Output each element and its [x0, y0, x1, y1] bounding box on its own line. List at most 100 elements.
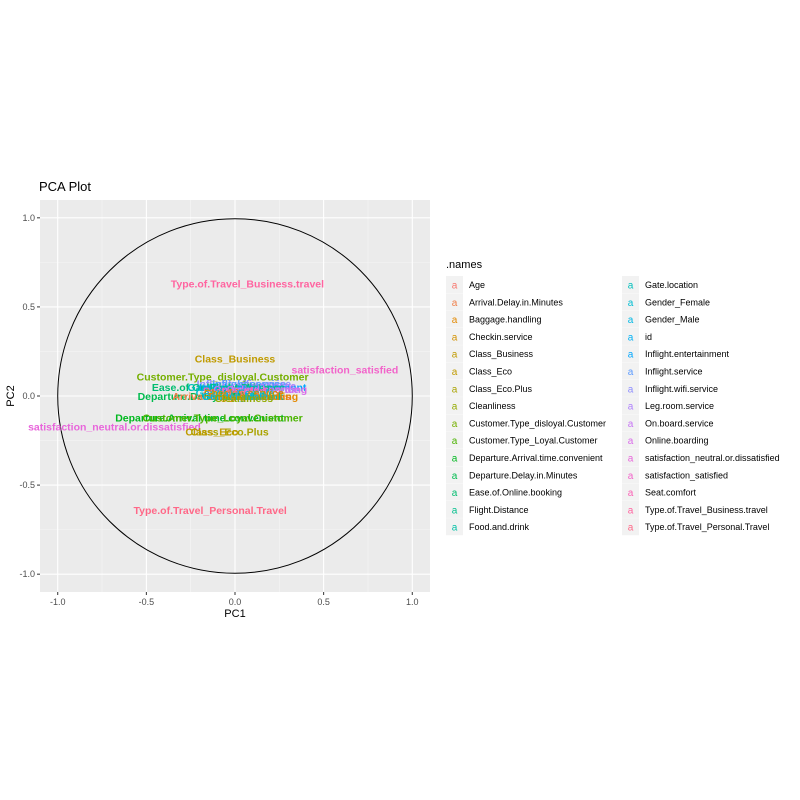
- point-label: Inflight.wifi.service: [197, 379, 292, 391]
- legend-key: [622, 310, 639, 328]
- point-labels: Type.of.Travel_Business.travel Class_Busi…: [28, 279, 398, 517]
- legend-item-label: Gender_Female: [645, 297, 710, 307]
- major-gridlines: [40, 200, 430, 592]
- y-tick-label: 0.5: [22, 302, 35, 312]
- legend-key: [446, 293, 463, 311]
- legend-key-glyph: a: [628, 436, 634, 447]
- unit-circle: [57, 218, 413, 574]
- legend-key-glyph: a: [452, 523, 458, 534]
- point-label: Cleanliness: [215, 393, 274, 405]
- legend-key: [622, 414, 639, 432]
- legend-key-glyph: a: [628, 384, 634, 395]
- x-axis-title: PC1: [224, 608, 245, 620]
- x-axis-ticks: -1.0 -0.5 0.0 0.5 1.0: [50, 592, 419, 607]
- legend-key-glyph: a: [628, 454, 634, 465]
- legend-key: [622, 431, 639, 449]
- legend-item-label: Inflight.entertainment: [645, 349, 730, 359]
- y-tick-label: -1.0: [19, 569, 35, 579]
- legend-key: [446, 310, 463, 328]
- legend-key: [446, 327, 463, 345]
- legend-key-glyph: a: [452, 350, 458, 361]
- legend-key-glyph: a: [452, 315, 458, 326]
- legend-key-glyph: a: [452, 281, 458, 292]
- legend-key-glyph: a: [628, 523, 634, 534]
- legend-key-glyph: a: [628, 281, 634, 292]
- point-label: satisfaction_satisfied: [292, 364, 399, 376]
- point-label: Online.boarding: [227, 384, 308, 396]
- legend-key: [622, 449, 639, 466]
- point-label: Departure.Delay.in.Minutes: [138, 391, 273, 403]
- legend-item-label: satisfaction_satisfied: [645, 470, 728, 480]
- legend-key-glyph: a: [628, 350, 634, 361]
- point-label: Customer.Type_disloyal.Customer: [137, 371, 309, 383]
- legend-key-glyph: a: [452, 471, 458, 482]
- point-label: Type.of.Travel_Personal.Travel: [134, 505, 287, 517]
- legend-item-label: Customer.Type_Loyal.Customer: [469, 436, 598, 446]
- legend-key: [622, 276, 639, 293]
- y-axis-title: PC2: [5, 385, 17, 406]
- point-label: Seat.comfort: [203, 386, 268, 398]
- legend-item-label: Baggage.handling: [469, 315, 542, 325]
- legend-key: [446, 483, 463, 501]
- legend-key-glyph: a: [628, 471, 634, 482]
- y-axis-ticks: -1.0 -0.5 0.0 0.5 1.0: [19, 213, 40, 579]
- legend-item-label: Customer.Type_disloyal.Customer: [469, 418, 606, 428]
- legend-item-label: Type.of.Travel_Personal.Travel: [645, 522, 769, 532]
- point-label: Ease.of.Online.booking: [152, 382, 269, 394]
- legend-key: [622, 483, 639, 501]
- legend-key-glyph: a: [452, 402, 458, 413]
- legend-key: [446, 276, 463, 293]
- legend-key-glyph: a: [452, 367, 458, 378]
- legend-key: [622, 466, 639, 484]
- legend-item-label: Type.of.Travel_Business.travel: [645, 505, 768, 515]
- legend-item-label: Checkin.service: [469, 332, 533, 342]
- legend-item-label: Departure.Delay.in.Minutes: [469, 470, 578, 480]
- x-tick-label: 0.5: [317, 597, 330, 607]
- point-label: Departure.Arrival.time.convenient: [115, 412, 284, 424]
- y-tick-label: 1.0: [22, 213, 35, 223]
- x-tick-label: 1.0: [406, 597, 419, 607]
- legend-item-label: Departure.Arrival.time.convenient: [469, 453, 603, 463]
- legend-key-glyph: a: [628, 488, 634, 499]
- legend-key-glyph: a: [628, 367, 634, 378]
- point-label: Inflight.service: [212, 379, 286, 391]
- legend-item-label: Seat.comfort: [645, 488, 697, 498]
- point-label: Class_Eco.Plus: [191, 427, 269, 439]
- x-tick-label: 0.0: [229, 597, 242, 607]
- legend-item-label: Class_Eco.Plus: [469, 384, 533, 394]
- legend-key-glyph: a: [452, 436, 458, 447]
- legend-key: [446, 449, 463, 466]
- point-label: Leg.room.service: [209, 380, 296, 392]
- legend-key: [446, 362, 463, 380]
- point-label: Food.and.drink: [208, 391, 284, 403]
- legend-key-glyph: a: [452, 298, 458, 309]
- legend-key: [446, 345, 463, 363]
- legend-item-label: Inflight.service: [645, 367, 703, 377]
- legend-key-glyph: a: [452, 505, 458, 516]
- point-label: Type.of.Travel_Business.travel: [171, 279, 324, 291]
- legend-key: [622, 500, 639, 518]
- legend-item-label: Leg.room.service: [645, 401, 714, 411]
- point-label: Checkin.service: [204, 387, 284, 399]
- chart-title: PCA Plot: [39, 179, 91, 194]
- legend-key: [446, 397, 463, 415]
- legend-item-label: id: [645, 332, 652, 342]
- point-label: Gender_Female: [196, 387, 275, 399]
- point-label: Gender_Male: [202, 391, 268, 403]
- legend-item-label: Food.and.drink: [469, 522, 530, 532]
- legend-key-glyph: a: [452, 454, 458, 465]
- legend-key-glyph: a: [628, 315, 634, 326]
- legend-key-glyph: a: [628, 402, 634, 413]
- point-label: Age: [225, 387, 245, 399]
- point-label: Arrival.Delay.in.Minutes: [172, 391, 290, 403]
- legend-key: [622, 362, 639, 380]
- legend-key: [622, 345, 639, 363]
- legend-item-label: Gate.location: [645, 280, 698, 290]
- legend: a Age a Arrival.Delay.in.Minutes a Baggage.ha…: [446, 276, 780, 536]
- legend-key: [446, 379, 463, 397]
- legend-key: [446, 431, 463, 449]
- legend-key: [446, 518, 463, 536]
- point-label: Class_Business: [195, 354, 276, 366]
- legend-key: [622, 518, 639, 536]
